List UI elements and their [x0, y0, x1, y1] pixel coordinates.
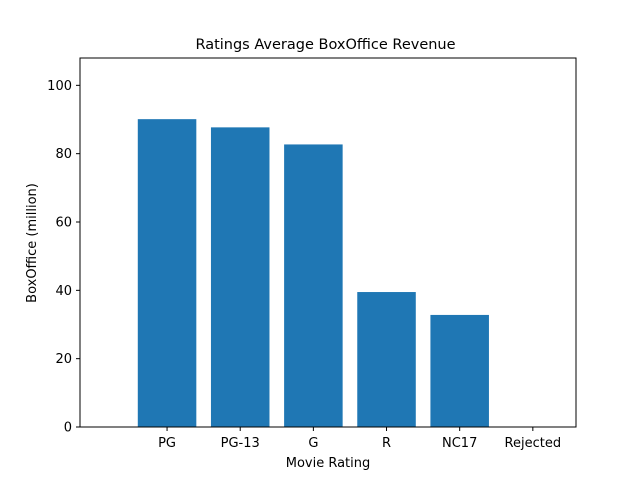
bar-nc17: [430, 314, 489, 427]
x-tick-label: NC17: [442, 436, 477, 451]
x-axis-ticks: PG PG-13 G R NC17 Rejected: [158, 427, 561, 451]
x-tick-label: PG: [158, 436, 176, 451]
y-axis-ticks: 0 20 40 60 80 100: [47, 79, 80, 436]
y-tick-label: 40: [55, 284, 72, 299]
bar-pg: [137, 119, 197, 427]
x-tick-label: R: [382, 436, 391, 451]
x-tick-label: Rejected: [505, 436, 562, 451]
y-tick-label: 80: [55, 147, 72, 162]
bar-pg-13: [210, 127, 270, 428]
x-tick-label: PG-13: [221, 436, 260, 451]
y-tick-label: 100: [47, 79, 72, 94]
y-tick-label: 0: [64, 421, 72, 436]
bar-g: [284, 144, 343, 427]
chart-title: Ratings Average BoxOffice Revenue: [195, 37, 455, 53]
y-axis-label: BoxOffice (million): [25, 183, 40, 303]
bar-r: [357, 292, 416, 427]
x-axis-label: Movie Rating: [286, 456, 371, 471]
plot-frame: [79, 57, 577, 428]
bars-group: [137, 119, 489, 428]
y-tick-label: 20: [55, 352, 72, 367]
x-tick-label: G: [308, 436, 318, 451]
y-tick-label: 60: [55, 216, 72, 231]
